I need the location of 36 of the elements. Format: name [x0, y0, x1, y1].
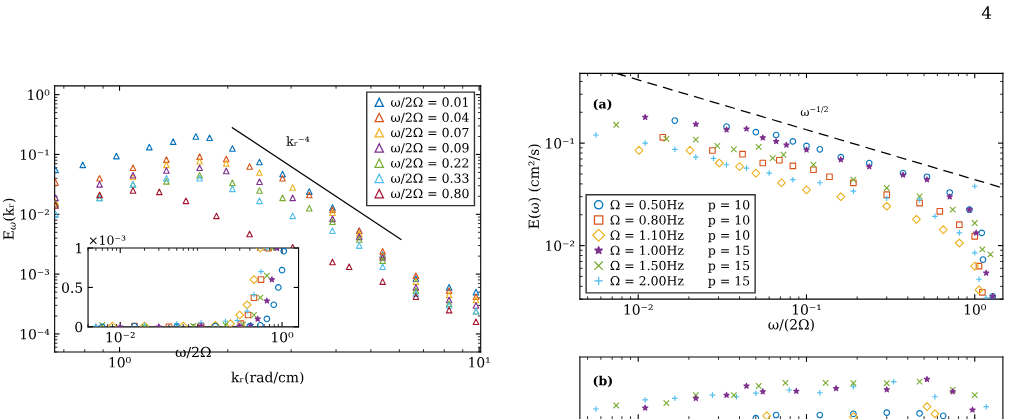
y-tick-label: 10⁻¹	[20, 149, 49, 160]
legend-label: ω/2Ω = 0.80	[391, 188, 469, 200]
y-tick-label: 0	[75, 321, 83, 333]
legend-label: ω/2Ω = 0.09	[391, 143, 469, 154]
annotation: (a)	[593, 98, 612, 111]
x-tick-label: 10⁰	[964, 304, 986, 315]
text: 4	[981, 6, 992, 19]
y-tick-label: 1	[76, 243, 82, 254]
annotation: (b)	[593, 375, 612, 388]
legend-label: ω/2Ω = 0.01	[391, 97, 468, 108]
x-axis-title: ω/2Ω	[175, 346, 211, 359]
y-axis-title: E$_{ω}$(kᵣ)	[2, 198, 16, 240]
x-tick-label: 10⁻¹	[792, 304, 821, 315]
y-tick-label: 10⁻³	[20, 269, 50, 280]
annotation: kᵣ⁻⁴	[286, 136, 310, 146]
legend-label: Ω = 0.80Hz p = 10	[610, 215, 750, 228]
y-tick-label: 10⁻²	[20, 209, 49, 220]
legend-label: ω/2Ω = 0.07	[391, 127, 469, 139]
legend-label: ω/2Ω = 0.04	[391, 112, 469, 124]
y-tick-label: 0.5	[62, 282, 83, 293]
legend-label: ω/2Ω = 0.22	[391, 158, 469, 169]
legend-label: Ω = 1.50Hz p = 15	[610, 260, 750, 273]
annotation: ω$^{−1/2}$	[800, 106, 828, 117]
annotation: ×10⁻³	[89, 235, 126, 245]
x-tick-label: 10¹	[469, 357, 490, 368]
legend-label: Ω = 2.00Hz p = 15	[610, 276, 750, 288]
legend-label: Ω = 1.00Hz p = 15	[610, 245, 750, 258]
legend-label: Ω = 1.10Hz p = 10	[610, 230, 750, 243]
y-axis-title: E(ω) (cm²/s)	[528, 144, 541, 229]
legend-label: Ω = 0.50Hz p = 10	[610, 199, 750, 212]
x-axis-title: kᵣ(rad/cm)	[231, 371, 304, 385]
y-tick-label: 10⁰	[28, 89, 50, 101]
x-tick-label: 10⁻²	[624, 304, 653, 315]
y-tick-label: 10⁻⁴	[20, 328, 50, 340]
x-axis-title: ω/(2Ω)	[768, 318, 814, 332]
legend-label: ω/2Ω = 0.33	[391, 173, 469, 184]
